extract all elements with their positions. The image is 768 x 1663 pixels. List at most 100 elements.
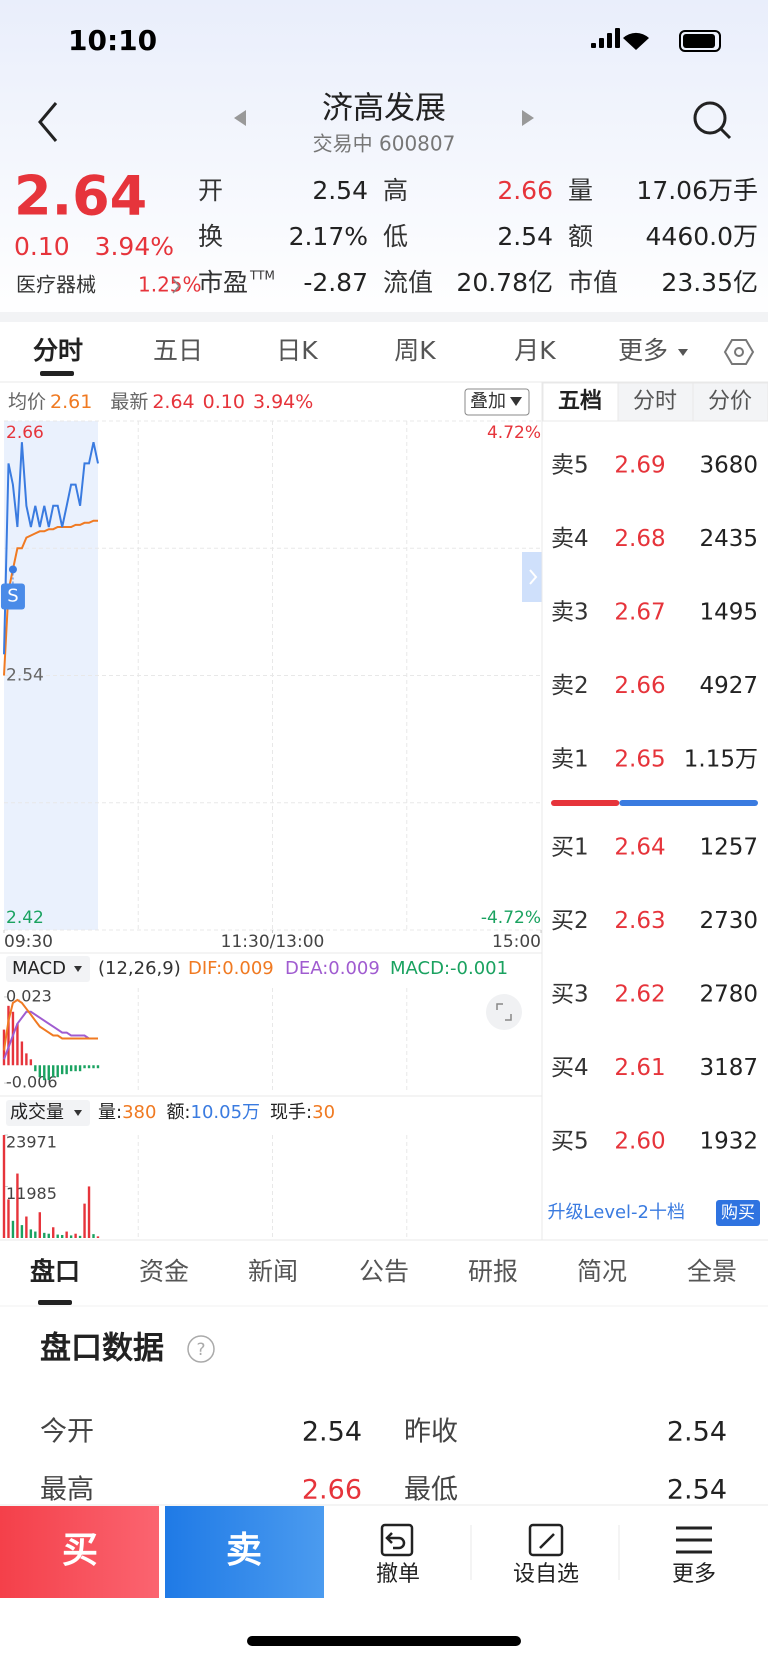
sector-change: 1.25% xyxy=(138,273,202,297)
detail-tab[interactable]: 新闻 xyxy=(248,1257,298,1286)
detail-tab[interactable]: 资金 xyxy=(139,1257,189,1286)
battery xyxy=(679,30,721,52)
status-time: 10:10 xyxy=(68,24,157,57)
detail-tab[interactable]: 公告 xyxy=(359,1257,409,1286)
volume-summary-item: 30 xyxy=(312,1102,335,1123)
book-price: 2.62 xyxy=(614,982,665,1008)
macd-bar xyxy=(20,1041,24,1066)
buy-button[interactable] xyxy=(0,1506,159,1598)
sector-name[interactable]: 医疗器械 xyxy=(16,273,96,297)
period-tab[interactable]: 日K xyxy=(276,336,318,365)
volume-summary-item: 量: xyxy=(98,1102,122,1123)
detail-tab[interactable]: 盘口 xyxy=(30,1257,80,1286)
macd-bar xyxy=(38,1065,41,1078)
upgrade-link[interactable]: 升级Level-2十档 xyxy=(548,1202,685,1223)
macd-bar xyxy=(96,1065,100,1069)
y-tick-label: 23971 xyxy=(6,1133,57,1152)
info-last: 2.64 xyxy=(152,391,194,413)
overlay-caret xyxy=(510,397,522,406)
field-label: 市盈 xyxy=(198,268,248,297)
ratio-red xyxy=(551,800,620,806)
prev-stock[interactable] xyxy=(234,110,246,126)
book-level: 买1 xyxy=(551,835,589,861)
last-price: 2.64 xyxy=(14,165,147,228)
buy-level2-btn[interactable] xyxy=(716,1200,760,1226)
book-tab-bg[interactable] xyxy=(617,382,694,422)
detail-tab[interactable]: 全景 xyxy=(687,1257,737,1286)
signal-bar xyxy=(607,33,612,48)
volume-bar xyxy=(60,1234,64,1238)
volume-title: 成交量 xyxy=(10,1102,64,1123)
macd-bar xyxy=(34,1065,37,1072)
overlay-button[interactable] xyxy=(464,388,530,416)
detail-tab[interactable]: 研报 xyxy=(468,1257,518,1286)
book-volume: 1495 xyxy=(699,600,758,626)
period-tab[interactable]: 五日 xyxy=(153,336,203,365)
more-caret xyxy=(678,349,688,356)
book-level: 买4 xyxy=(551,1055,589,1081)
book-tab-bg[interactable] xyxy=(692,382,768,422)
panel-label: 最低 xyxy=(404,1475,458,1506)
help-icon[interactable] xyxy=(187,1335,215,1363)
search-icon[interactable] xyxy=(693,101,727,135)
field-value: 4460.0万 xyxy=(646,222,758,251)
period-tab[interactable]: 更多 xyxy=(618,336,668,365)
back-button[interactable] xyxy=(38,102,58,142)
book-volume: 3680 xyxy=(699,453,758,479)
expand-icon xyxy=(496,1003,512,1021)
book-price: 2.63 xyxy=(614,908,665,934)
field-label: 开 xyxy=(198,176,223,205)
y2-tick-label: -4.72% xyxy=(481,908,541,928)
macd-bar xyxy=(7,1005,10,1066)
volume-bar xyxy=(47,1233,50,1238)
volume-bar xyxy=(69,1235,73,1238)
info-change: 0.10 xyxy=(203,391,245,413)
expand-button[interactable] xyxy=(486,994,522,1030)
price-change: 0.10 xyxy=(14,232,70,261)
macd-bar xyxy=(87,1065,91,1069)
y2-tick-label: 4.72% xyxy=(487,423,541,443)
book-tab[interactable]: 分时 xyxy=(633,389,677,414)
signal-bar xyxy=(591,43,596,48)
macd-bar xyxy=(65,1065,68,1075)
action-label[interactable]: 更多 xyxy=(672,1562,716,1587)
volume-bar xyxy=(43,1232,46,1238)
action-label[interactable]: 撤单 xyxy=(376,1562,420,1587)
indicator-select[interactable] xyxy=(6,956,90,982)
volume-bar xyxy=(92,1234,95,1238)
next-stock[interactable] xyxy=(522,110,534,126)
book-level: 卖4 xyxy=(551,526,589,552)
search-handle xyxy=(719,127,732,140)
action-label[interactable]: 设自选 xyxy=(513,1562,579,1587)
volume-summary-item: 380 xyxy=(122,1102,156,1123)
cancel-icon xyxy=(380,1523,414,1557)
period-tab[interactable]: 分时 xyxy=(33,336,83,365)
book-price: 2.64 xyxy=(614,835,665,861)
book-price: 2.61 xyxy=(614,1055,665,1081)
detail-tab[interactable]: 简况 xyxy=(577,1257,627,1286)
dif-line xyxy=(3,998,98,1051)
book-price: 2.65 xyxy=(614,747,665,773)
volume-select[interactable] xyxy=(6,1100,90,1126)
header-bg xyxy=(0,0,768,320)
macd-bar xyxy=(16,1023,19,1066)
book-price: 2.69 xyxy=(614,453,665,479)
ratio-blue xyxy=(619,800,758,806)
x-tick-label: 09:30 xyxy=(4,932,53,952)
buy-label: 买 xyxy=(62,1530,98,1571)
book-tab[interactable]: 分价 xyxy=(708,389,752,414)
sell-button[interactable] xyxy=(165,1506,324,1598)
macd-label: MACD:-0.001 xyxy=(390,958,508,979)
volume-bar xyxy=(7,1199,10,1238)
book-price: 2.60 xyxy=(614,1129,665,1155)
book-volume: 2780 xyxy=(699,982,758,1008)
field-value: 2.54 xyxy=(497,222,553,251)
period-tab[interactable]: 周K xyxy=(394,336,436,365)
book-tab[interactable]: 五档 xyxy=(558,389,602,414)
side-handle[interactable] xyxy=(522,552,542,602)
panel-value: 2.66 xyxy=(302,1475,362,1506)
period-tab[interactable]: 月K xyxy=(514,336,556,365)
settings-icon[interactable] xyxy=(723,339,755,365)
